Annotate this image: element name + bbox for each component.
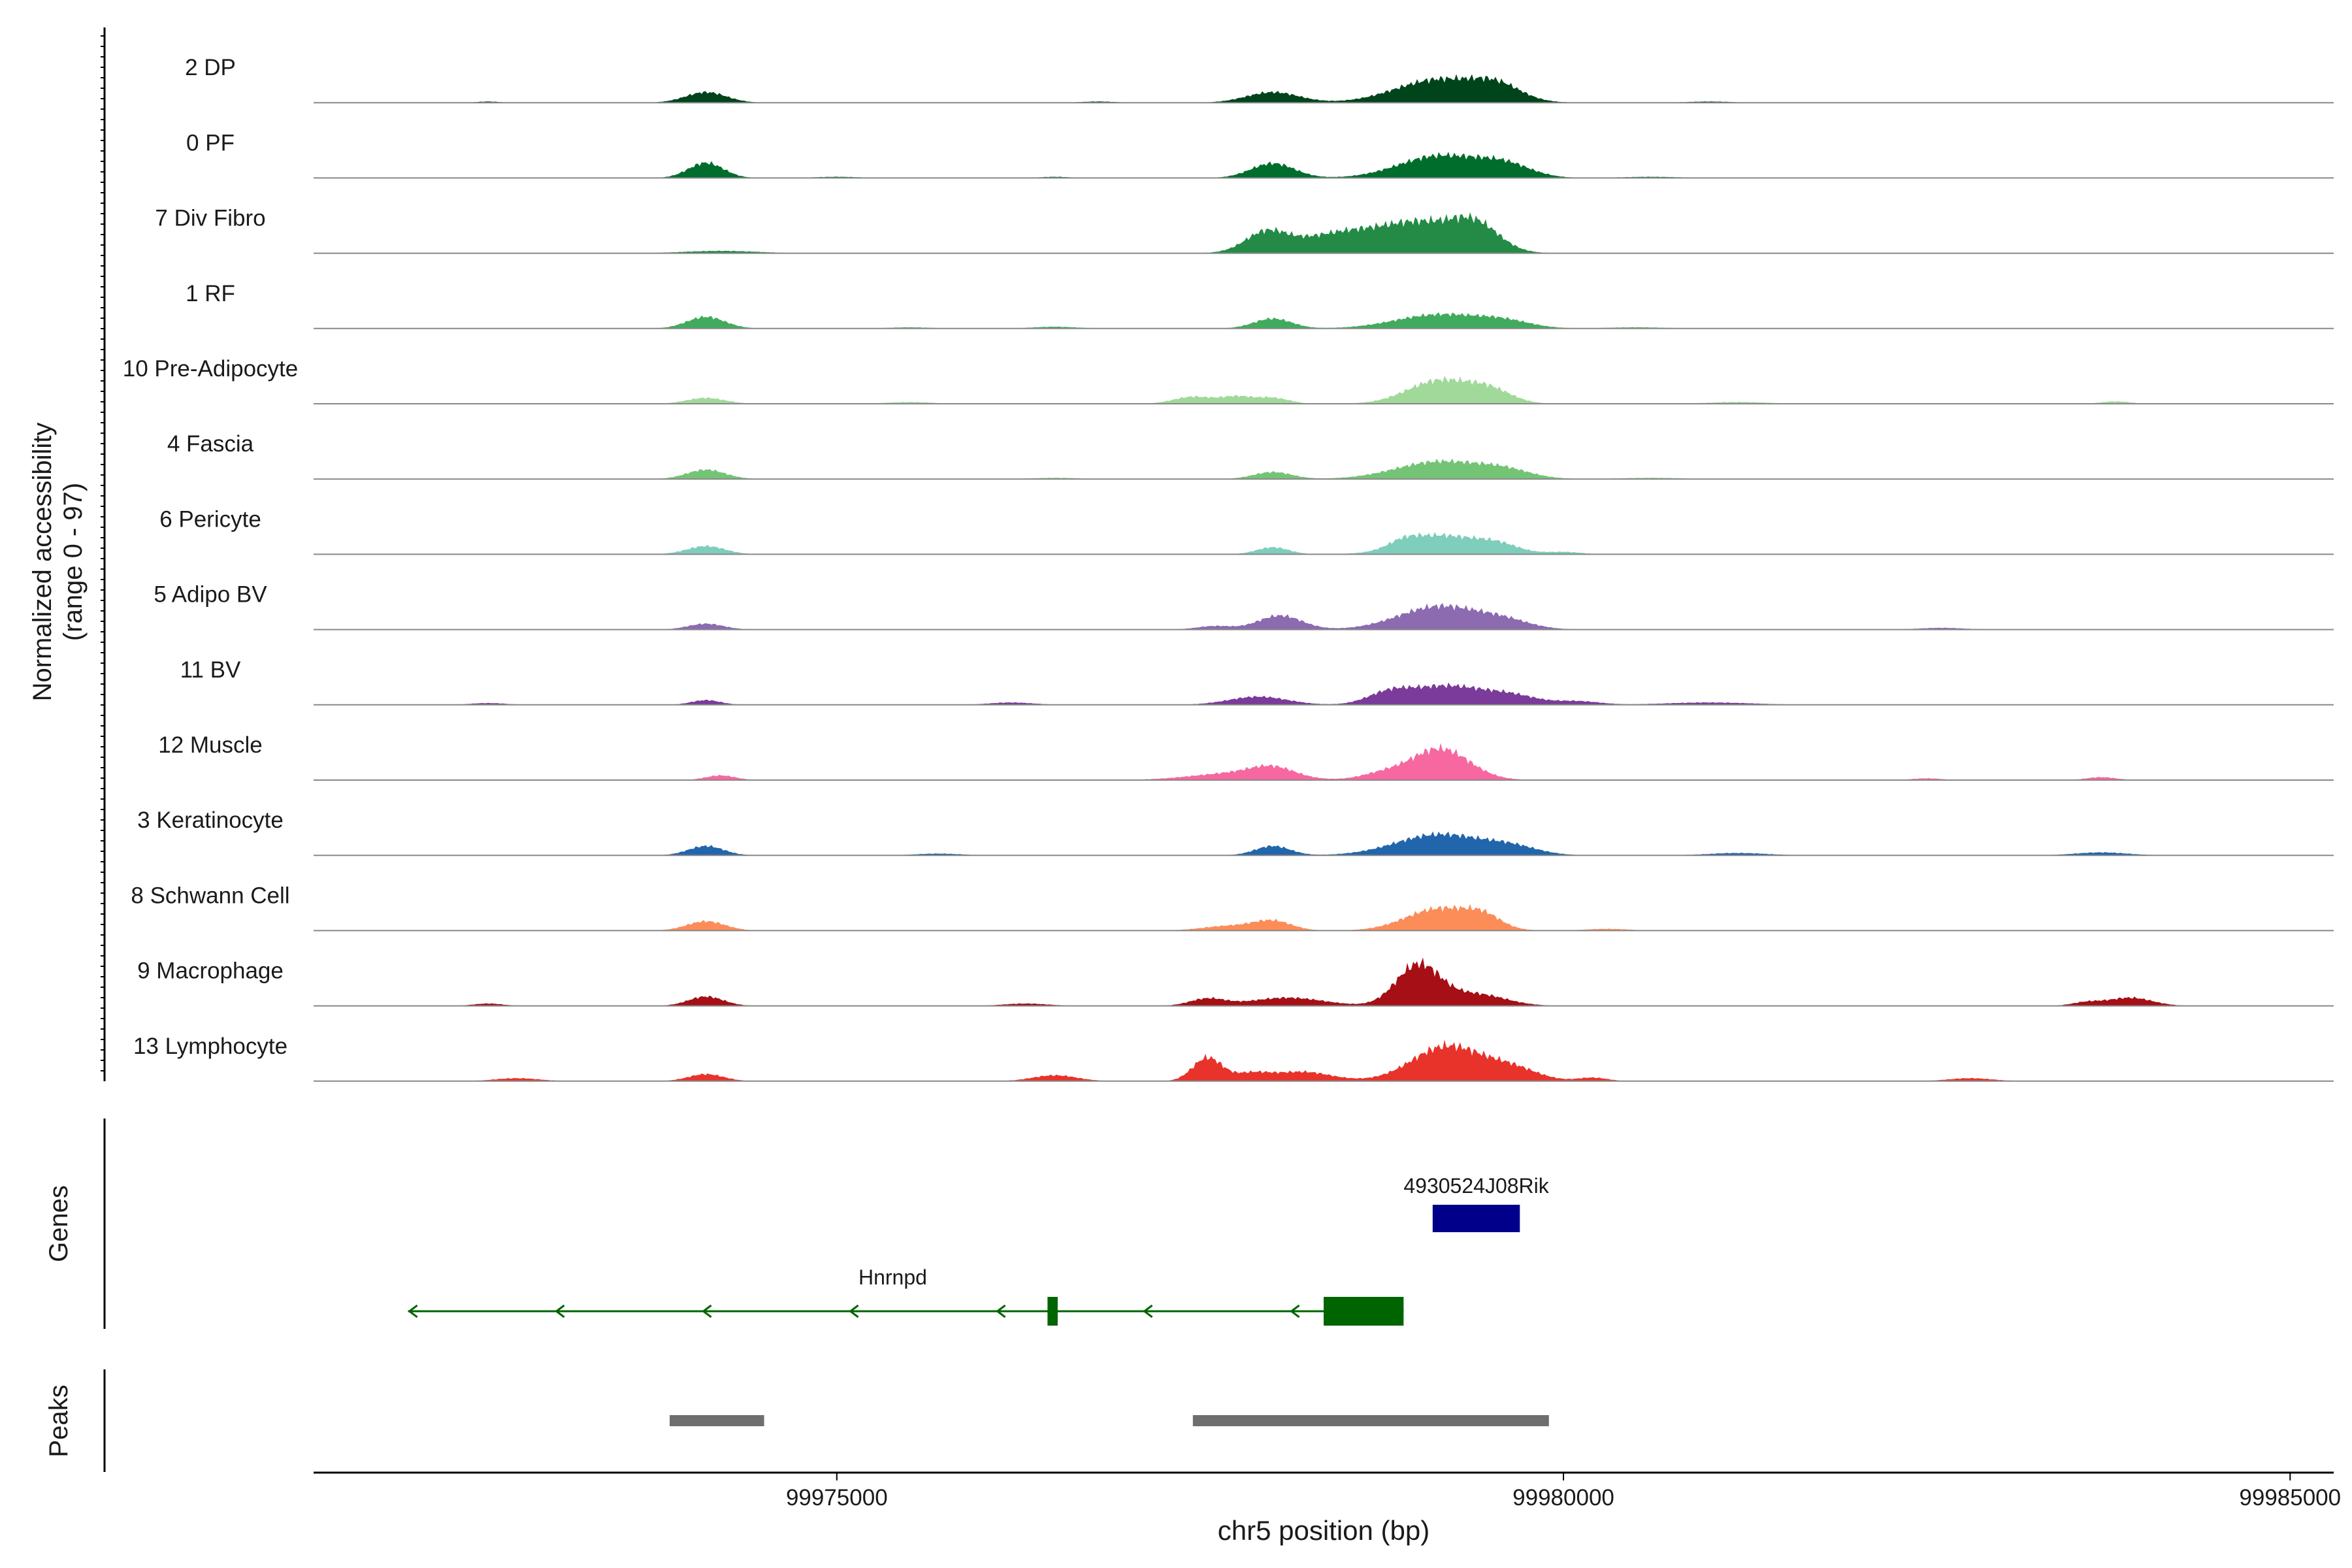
coverage-area — [314, 152, 2334, 178]
x-tick-label: 99985000 — [2239, 1485, 2341, 1511]
track-label: 2 DP — [185, 55, 236, 80]
track-9: 11 BV — [180, 657, 2334, 706]
coverage-area — [314, 212, 2334, 253]
coverage-area — [314, 532, 2334, 555]
track-label: 1 RF — [186, 281, 235, 306]
coverage-area — [314, 743, 2334, 780]
track-label: 0 PF — [186, 130, 235, 155]
x-tick-label: 99980000 — [1512, 1485, 1614, 1511]
accessibility-tracks: 2 DP 0 PF 7 Div Fibro 1 RF 10 Pre-Adipocyte 4… — [123, 55, 2334, 1082]
strand-arrow — [996, 1304, 1006, 1318]
peaks-track — [669, 1415, 1549, 1426]
track-14: 13 Lymphocyte — [133, 1034, 2334, 1082]
track-label: 8 Schwann Cell — [131, 883, 289, 908]
track-8: 5 Adipo BV — [154, 582, 2334, 630]
x-tick-label: 99975000 — [786, 1485, 888, 1511]
track-3: 7 Div Fibro — [155, 206, 2334, 254]
strand-arrow — [1290, 1304, 1300, 1318]
gene-label: Hnrnpd — [858, 1266, 927, 1289]
peak-bar — [669, 1415, 764, 1426]
track-label: 9 Macrophage — [137, 958, 284, 984]
strand-arrow — [408, 1304, 418, 1318]
track-label: 12 Muscle — [158, 732, 263, 758]
strand-arrow — [849, 1304, 859, 1318]
coverage-y-ticks — [101, 35, 105, 1071]
track-12: 8 Schwann Cell — [131, 883, 2334, 932]
x-axis-label: chr5 position (bp) — [1218, 1515, 1430, 1546]
track-13: 9 Macrophage — [137, 957, 2334, 1007]
coverage-area — [314, 312, 2334, 329]
coverage-area — [314, 957, 2334, 1006]
peak-bar — [1192, 1415, 1549, 1426]
y-axis-range-label: (range 0 - 97) — [59, 483, 88, 641]
gene-label: 4930524J08Rik — [1403, 1174, 1549, 1198]
x-axis-ticks: 99975000 99980000 99985000 — [786, 1473, 2341, 1511]
track-7: 6 Pericyte — [159, 506, 2334, 555]
track-5: 10 Pre-Adipocyte — [123, 356, 2334, 404]
coverage-area — [314, 458, 2334, 480]
y-axis-label: Normalized accessibility — [28, 423, 57, 702]
strand-arrow — [1143, 1304, 1153, 1318]
coverage-area — [314, 603, 2334, 630]
strand-arrow — [555, 1304, 565, 1318]
track-2: 0 PF — [186, 130, 2334, 179]
gene-exon — [1324, 1297, 1404, 1326]
track-4: 1 RF — [186, 281, 2334, 329]
strand-arrow — [702, 1304, 712, 1318]
coverage-area — [314, 1039, 2334, 1081]
track-11: 3 Keratinocyte — [137, 808, 2334, 857]
peaks-track-label: Peaks — [44, 1384, 73, 1457]
track-1: 2 DP — [185, 55, 2334, 104]
track-label: 4 Fascia — [167, 431, 254, 457]
coverage-area — [314, 74, 2334, 103]
track-label: 10 Pre-Adipocyte — [123, 356, 298, 382]
coverage-area — [314, 376, 2334, 404]
track-label: 13 Lymphocyte — [133, 1034, 287, 1059]
track-6: 4 Fascia — [167, 431, 2334, 480]
track-label: 7 Div Fibro — [155, 206, 265, 231]
track-label: 5 Adipo BV — [154, 582, 267, 608]
coverage-area — [314, 904, 2334, 931]
track-label: 3 Keratinocyte — [137, 808, 284, 833]
track-10: 12 Muscle — [158, 732, 2334, 781]
gene-Hnrnpd: Hnrnpd — [408, 1266, 1404, 1326]
coverage-area — [314, 682, 2334, 705]
genes-track: 4930524J08Rik Hnrnpd — [408, 1174, 1550, 1326]
track-label: 11 BV — [180, 657, 241, 683]
gene-body — [1432, 1205, 1520, 1232]
track-label: 6 Pericyte — [159, 506, 261, 532]
gene-exon — [1047, 1297, 1058, 1326]
genes-track-label: Genes — [44, 1185, 73, 1262]
coverage-area — [314, 831, 2334, 856]
gene-4930524J08Rik: 4930524J08Rik — [1403, 1174, 1550, 1232]
